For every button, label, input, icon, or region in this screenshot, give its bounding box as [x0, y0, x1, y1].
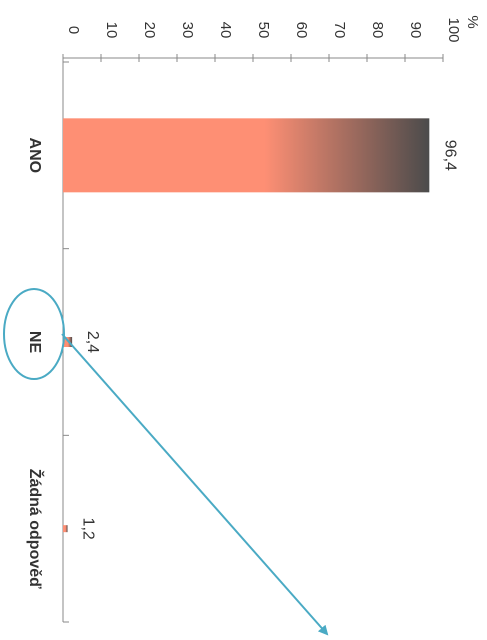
- highlight-ellipse: [3, 288, 65, 380]
- data-label: 96,4: [441, 140, 458, 171]
- y-tick-label: 50: [255, 22, 272, 39]
- bars: [63, 118, 430, 533]
- y-tick-label: 0: [65, 26, 82, 34]
- x-axis: [63, 57, 443, 623]
- data-labels: 96,4 2,4 1,2: [80, 140, 459, 540]
- y-tick-label: 40: [217, 22, 234, 39]
- y-axis: 0 10 20 30 40 50 60 70 80 90 100 %: [62, 15, 481, 622]
- y-tick-label: 20: [141, 22, 158, 39]
- annotation: [3, 288, 329, 636]
- data-label: 2,4: [84, 331, 101, 353]
- y-tick-label: 30: [179, 22, 196, 39]
- y-ticks: 0 10 20 30 40 50 60 70 80 90 100: [62, 17, 462, 62]
- y-tick-label: 60: [293, 22, 310, 39]
- y-tick-label: 100: [445, 17, 462, 42]
- y-tick-label: 90: [407, 22, 424, 39]
- y-tick-label: 10: [103, 22, 120, 39]
- y-tick-label: 80: [369, 22, 386, 39]
- x-ticks: [63, 61, 69, 623]
- y-tick-label: 70: [331, 22, 348, 39]
- category-labels: ANO NE Žádná odpověď: [26, 138, 45, 590]
- category-label: Žádná odpověď: [26, 469, 45, 589]
- annotation-arrow: [61, 333, 329, 636]
- category-label: NE: [26, 331, 43, 354]
- bar: [63, 118, 430, 193]
- data-label: 1,2: [80, 518, 97, 540]
- category-label: ANO: [26, 138, 43, 174]
- y-unit-label: %: [464, 15, 481, 28]
- bar: [63, 337, 73, 347]
- bar: [63, 525, 68, 533]
